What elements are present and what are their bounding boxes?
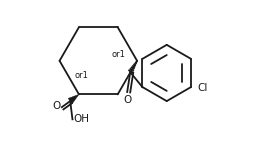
Polygon shape xyxy=(68,94,79,104)
Text: O: O xyxy=(123,95,131,105)
Text: or1: or1 xyxy=(75,71,89,80)
Text: O: O xyxy=(52,101,60,111)
Text: OH: OH xyxy=(73,114,89,124)
Text: Cl: Cl xyxy=(197,83,208,93)
Text: or1: or1 xyxy=(112,50,126,59)
